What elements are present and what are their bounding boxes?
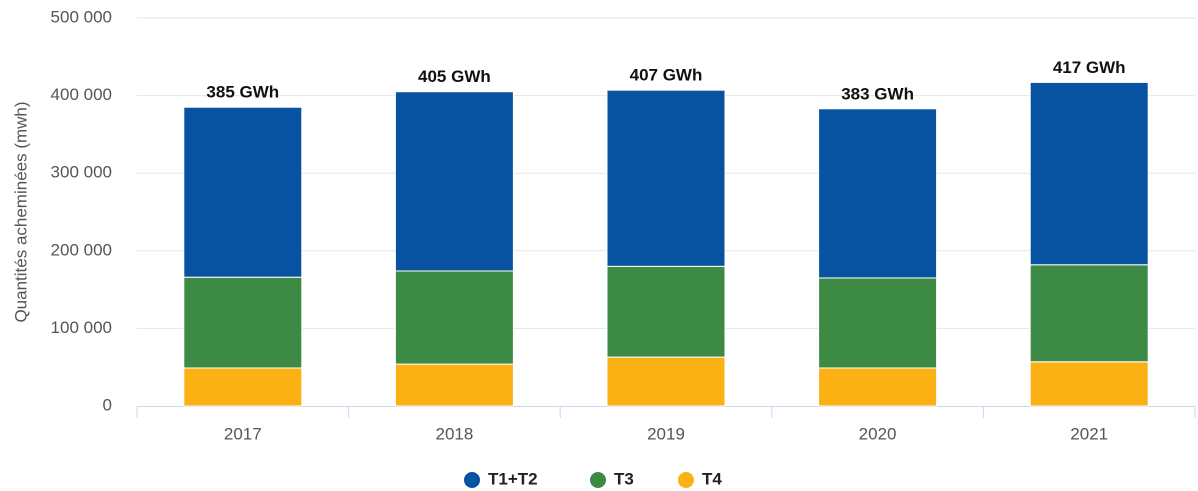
y-tick-label: 300 000 [51,163,112,182]
x-tick-label: 2021 [1070,424,1108,443]
legend-label: T1+T2 [488,469,538,488]
total-label: 407 GWh [630,66,703,85]
x-tick-label: 2017 [224,424,262,443]
bar-segment [818,108,938,279]
legend-label: T4 [702,469,722,488]
x-tick-label: 2019 [647,424,685,443]
y-tick-label: 200 000 [51,240,112,259]
bar-segment [1029,264,1149,363]
bar-segment [818,367,938,407]
total-label: 417 GWh [1053,58,1126,77]
bar-segment [183,276,303,369]
total-label: 383 GWh [841,84,914,103]
y-tick-label: 500 000 [51,7,112,26]
legend-swatch [590,472,606,488]
x-tick-label: 2020 [859,424,897,443]
bar-segment [394,91,514,272]
y-axis-title: Quantités acheminées (mwh) [11,101,30,322]
y-tick-label: 0 [103,395,112,414]
x-tick-label: 2018 [435,424,473,443]
bar-segment [606,265,726,358]
bar-segment [1029,361,1149,407]
legend-swatch [678,472,694,488]
total-label: 385 GWh [206,83,279,102]
y-tick-label: 100 000 [51,318,112,337]
legend-swatch [464,472,480,488]
bar-segment [606,89,726,267]
y-tick-label: 400 000 [51,85,112,104]
bar-segment [394,363,514,407]
bar-segment [606,356,726,407]
total-label: 405 GWh [418,67,491,86]
bar-segment [1029,81,1149,266]
legend-label: T3 [614,469,634,488]
bar-segment [818,277,938,369]
bar-segment [183,367,303,407]
bar-segment [183,106,303,278]
bar-segment [394,270,514,365]
